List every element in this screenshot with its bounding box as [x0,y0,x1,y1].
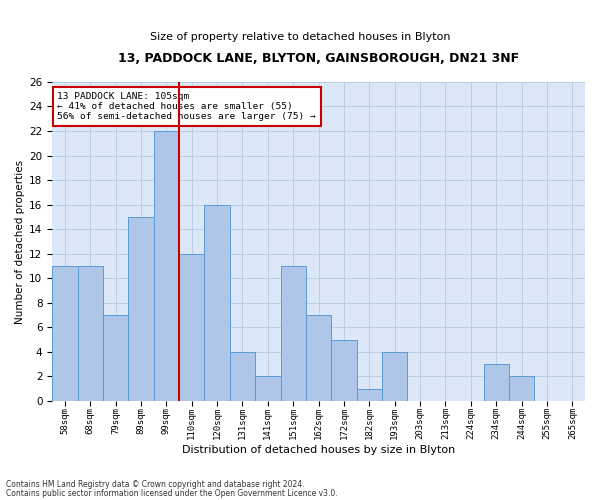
Text: Contains public sector information licensed under the Open Government Licence v3: Contains public sector information licen… [6,488,338,498]
Bar [154,131,179,401]
Bar [281,266,306,401]
Bar [52,266,77,401]
Y-axis label: Number of detached properties: Number of detached properties [15,160,25,324]
Bar [128,217,154,401]
Bar [382,352,407,401]
Bar [356,388,382,401]
Bar [179,254,205,401]
Bar [306,315,331,401]
Bar [230,352,255,401]
Bar [484,364,509,401]
X-axis label: Distribution of detached houses by size in Blyton: Distribution of detached houses by size … [182,445,455,455]
Bar [331,340,356,401]
Title: 13, PADDOCK LANE, BLYTON, GAINSBOROUGH, DN21 3NF: 13, PADDOCK LANE, BLYTON, GAINSBOROUGH, … [118,52,519,66]
Bar [103,315,128,401]
Text: Size of property relative to detached houses in Blyton: Size of property relative to detached ho… [150,32,450,42]
Bar [509,376,534,401]
Bar [77,266,103,401]
Text: Contains HM Land Registry data © Crown copyright and database right 2024.: Contains HM Land Registry data © Crown c… [6,480,305,489]
Bar [205,204,230,401]
Text: 13 PADDOCK LANE: 105sqm
← 41% of detached houses are smaller (55)
56% of semi-de: 13 PADDOCK LANE: 105sqm ← 41% of detache… [58,92,316,122]
Bar [255,376,281,401]
